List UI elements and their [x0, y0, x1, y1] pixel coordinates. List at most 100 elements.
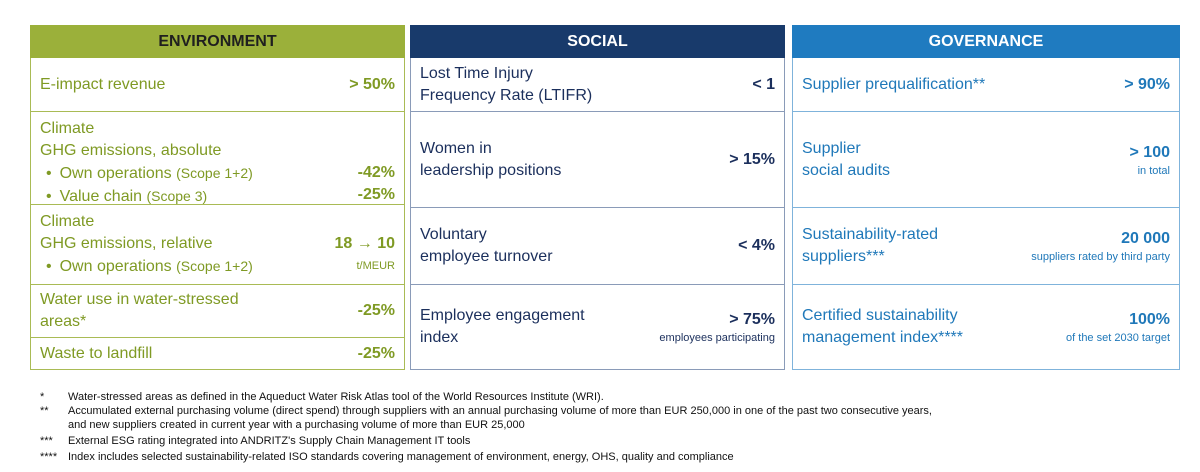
label-line: index [420, 329, 459, 346]
pillar-header: ENVIRONMENT [30, 25, 405, 58]
pillar-column: GOVERNANCE Supplier prequalification** > 9… [792, 25, 1180, 370]
label-line: Supplier [802, 139, 861, 157]
kpi-label: Sustainability-rated suppliers*** [802, 224, 938, 268]
sub-item-label: Own operations [59, 258, 177, 275]
kpi-target: 18 → 10 t/MEUR [335, 211, 395, 277]
kpi-target: < 1 [752, 74, 775, 96]
label-line: suppliers*** [802, 248, 885, 265]
footnote-marker: * [40, 391, 45, 403]
sub-item-scope: (Scope 1+2) [176, 258, 253, 274]
kpi-row: Supplier social audits > 100 in total [792, 112, 1180, 208]
target-value: > 75% [729, 311, 775, 328]
label-line: Employee engagement [420, 307, 585, 324]
target-note: in total [1137, 164, 1170, 177]
footnote-line: Accumulated external purchasing volume (… [68, 405, 932, 417]
label-line: Women in [420, 139, 492, 157]
kpi-label: Lost Time Injury Frequency Rate (LTIFR) [420, 63, 592, 107]
footnote-marker: *** [40, 435, 53, 447]
sub-item-label: Value chain [59, 188, 147, 205]
kpi-row: Sustainability-rated suppliers*** 20 000 su… [792, 208, 1180, 285]
target-value: > 100 [1129, 143, 1170, 161]
target-value: -25% [357, 302, 395, 319]
footnote-marker: **** [40, 451, 58, 463]
kpi-row: Climate GHG emissions, relative Own operat… [30, 205, 405, 285]
pillar-header: SOCIAL [410, 25, 785, 58]
sub-item: Own operations (Scope 1+2) [40, 162, 253, 185]
kpi-label: E-impact revenue [40, 74, 165, 96]
label-line: Waste to landfill [40, 344, 153, 362]
target-note: employees participating [659, 332, 775, 344]
footnote-line: External ESG rating integrated into ANDR… [68, 435, 471, 447]
kpi-label: Climate GHG emissions, relative Own operat… [40, 211, 253, 278]
pillar-header: GOVERNANCE [792, 25, 1180, 58]
label-line: Supplier prequalification** [802, 75, 986, 93]
sub-item: Own operations (Scope 1+2) [40, 255, 253, 278]
kpi-target: > 50% [349, 74, 395, 96]
footnote-text: Water-stressed areas as defined in the A… [68, 390, 604, 404]
label-line: Frequency Rate (LTIFR) [420, 86, 593, 104]
footnote-line: and new suppliers created in current yea… [68, 419, 525, 431]
label-line: leadership positions [420, 161, 562, 179]
kpi-target: -25% [358, 300, 395, 322]
kpi-label: Women in leadership positions [420, 138, 561, 182]
kpi-label: Voluntary employee turnover [420, 224, 553, 268]
kpi-row: Supplier prequalification** > 90% [792, 58, 1180, 112]
footnote-text: Accumulated external purchasing volume (… [68, 404, 932, 432]
target-value: > 50% [349, 75, 395, 93]
target-value: -25% [357, 344, 395, 362]
target-value: > 90% [1124, 75, 1170, 93]
target-value: 100% [1129, 311, 1170, 328]
kpi-row: Certified sustainability management index… [792, 285, 1180, 370]
label-line: GHG emissions, relative [40, 235, 213, 252]
footnote: *** External ESG rating integrated into A… [40, 434, 470, 448]
kpi-target: > 100 in total [1130, 142, 1170, 178]
kpi-target: > 15% [729, 149, 775, 171]
footnote-text: Index includes selected sustainability-r… [68, 450, 734, 464]
kpi-label: Employee engagement index [420, 305, 585, 349]
kpi-row: Climate GHG emissions, absolute Own operat… [30, 112, 405, 205]
target-note: t/MEUR [356, 260, 396, 272]
footnote: ** Accumulated external purchasing volume… [40, 404, 932, 432]
sub-item-label: Own operations [59, 165, 177, 182]
label-line: Certified sustainability [802, 307, 958, 324]
kpi-row: Employee engagement index > 75% employees p… [410, 285, 785, 370]
pillar-column: SOCIAL Lost Time Injury Frequency Rate (LT… [410, 25, 785, 370]
kpi-target: -25% [358, 343, 395, 365]
kpi-row: Waste to landfill -25% [30, 338, 405, 370]
kpi-row: Water use in water-stressed areas* -25% [30, 285, 405, 338]
target-note: of the set 2030 target [1066, 332, 1170, 344]
target-value: < 4% [738, 237, 775, 254]
label-line: Sustainability-rated [802, 226, 939, 243]
kpi-label: Climate GHG emissions, absolute Own operat… [40, 118, 253, 208]
kpi-row: Lost Time Injury Frequency Rate (LTIFR) < … [410, 58, 785, 112]
target-note: suppliers rated by third party [1031, 251, 1170, 263]
kpi-target: -42% -25% [358, 118, 395, 206]
kpi-row: Women in leadership positions > 15% [410, 112, 785, 208]
kpi-target: 100% of the set 2030 target [1066, 309, 1170, 345]
target-value: > 15% [729, 150, 775, 168]
label-line: management index**** [802, 329, 963, 346]
footnote-marker: ** [40, 405, 49, 417]
label-line: Water use in water-stressed [40, 291, 239, 308]
kpi-label: Supplier social audits [802, 138, 890, 182]
kpi-label: Certified sustainability management index… [802, 305, 963, 349]
sub-item-scope: (Scope 1+2) [176, 165, 253, 181]
kpi-target: > 75% employees participating [659, 309, 775, 345]
label-line: E-impact revenue [40, 75, 166, 93]
label-line: Lost Time Injury [420, 64, 533, 82]
kpi-row: Voluntary employee turnover < 4% [410, 208, 785, 285]
sub-item-value: -25% [357, 186, 395, 203]
kpi-target: 20 000 suppliers rated by third party [1031, 228, 1170, 264]
kpi-label: Supplier prequalification** [802, 74, 985, 96]
footnote-text: External ESG rating integrated into ANDR… [68, 434, 470, 448]
target-value: 18 → 10 [334, 235, 395, 252]
footnote-line: Water-stressed areas as defined in the A… [68, 391, 604, 403]
kpi-label: Water use in water-stressed areas* [40, 289, 239, 333]
label-line: employee turnover [420, 248, 553, 265]
kpi-row: E-impact revenue > 50% [30, 58, 405, 112]
label-line: GHG emissions, absolute [40, 142, 222, 159]
kpi-target: > 90% [1124, 74, 1170, 96]
label-line: Voluntary [420, 226, 487, 243]
sub-item-scope: (Scope 3) [146, 188, 208, 204]
